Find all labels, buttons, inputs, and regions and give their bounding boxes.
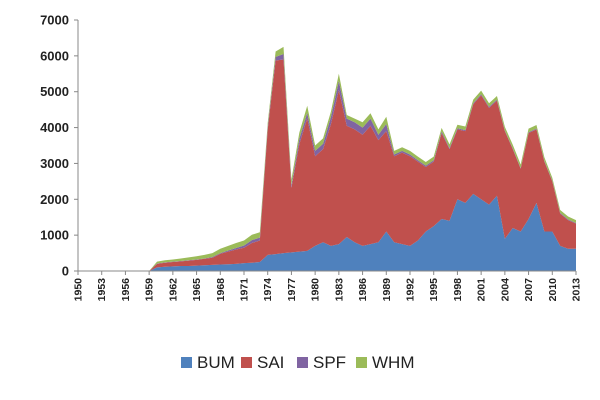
- x-tick-label: 1959: [144, 278, 156, 302]
- legend-swatch-sai: [241, 357, 252, 368]
- legend-swatch-bum: [181, 357, 192, 368]
- area-layers: [78, 46, 576, 272]
- x-tick-label: 2010: [547, 278, 559, 302]
- y-tick-label: 2000: [40, 192, 69, 207]
- x-tick-label: 1980: [310, 278, 322, 302]
- legend-swatch-whm: [356, 357, 367, 368]
- x-tick-label: 2007: [523, 278, 535, 302]
- x-tick-label: 1992: [405, 278, 417, 302]
- legend-label-bum: BUM: [197, 353, 235, 372]
- x-tick-label: 1968: [215, 278, 227, 302]
- y-tick-label: 3000: [40, 156, 69, 171]
- x-tick-label: 1983: [333, 278, 345, 302]
- y-tick-label: 4000: [40, 120, 69, 135]
- y-axis-ticks: 0 1000 2000 3000 4000 5000 6000 7000: [40, 13, 78, 279]
- legend-label-spf: SPF: [313, 353, 346, 372]
- x-tick-label: 1989: [381, 278, 393, 302]
- x-tick-label: 1956: [120, 278, 132, 302]
- x-tick-label: 1995: [428, 278, 440, 302]
- x-tick-label: 1971: [239, 278, 251, 302]
- x-axis-ticks: 1950 1953 1956 1959 1962 1965 1968 1971 1974 1977…: [73, 271, 583, 301]
- x-tick-label: 1950: [73, 278, 85, 302]
- x-tick-label: 1974: [262, 278, 274, 302]
- legend-swatch-spf: [297, 357, 308, 368]
- y-tick-label: 5000: [40, 84, 69, 99]
- x-tick-label: 2013: [571, 278, 583, 302]
- area-sai: [78, 59, 576, 271]
- x-tick-label: 1986: [357, 278, 369, 302]
- x-tick-label: 1962: [167, 278, 179, 302]
- legend-label-whm: WHM: [372, 353, 414, 372]
- x-tick-label: 2001: [476, 278, 488, 302]
- legend-label-sai: SAI: [257, 353, 284, 372]
- x-tick-label: 1998: [452, 278, 464, 302]
- y-tick-label: 6000: [40, 48, 69, 63]
- x-tick-label: 1953: [96, 278, 108, 302]
- axes: [77, 20, 576, 272]
- y-tick-label: 0: [62, 264, 69, 279]
- x-tick-label: 2004: [499, 278, 511, 302]
- area-bum: [78, 193, 576, 271]
- x-tick-label: 1965: [191, 278, 203, 302]
- y-tick-label: 7000: [40, 13, 69, 28]
- legend: BUM SAI SPF WHM: [181, 353, 414, 372]
- x-tick-label: 1977: [286, 278, 298, 302]
- y-tick-label: 1000: [40, 228, 69, 243]
